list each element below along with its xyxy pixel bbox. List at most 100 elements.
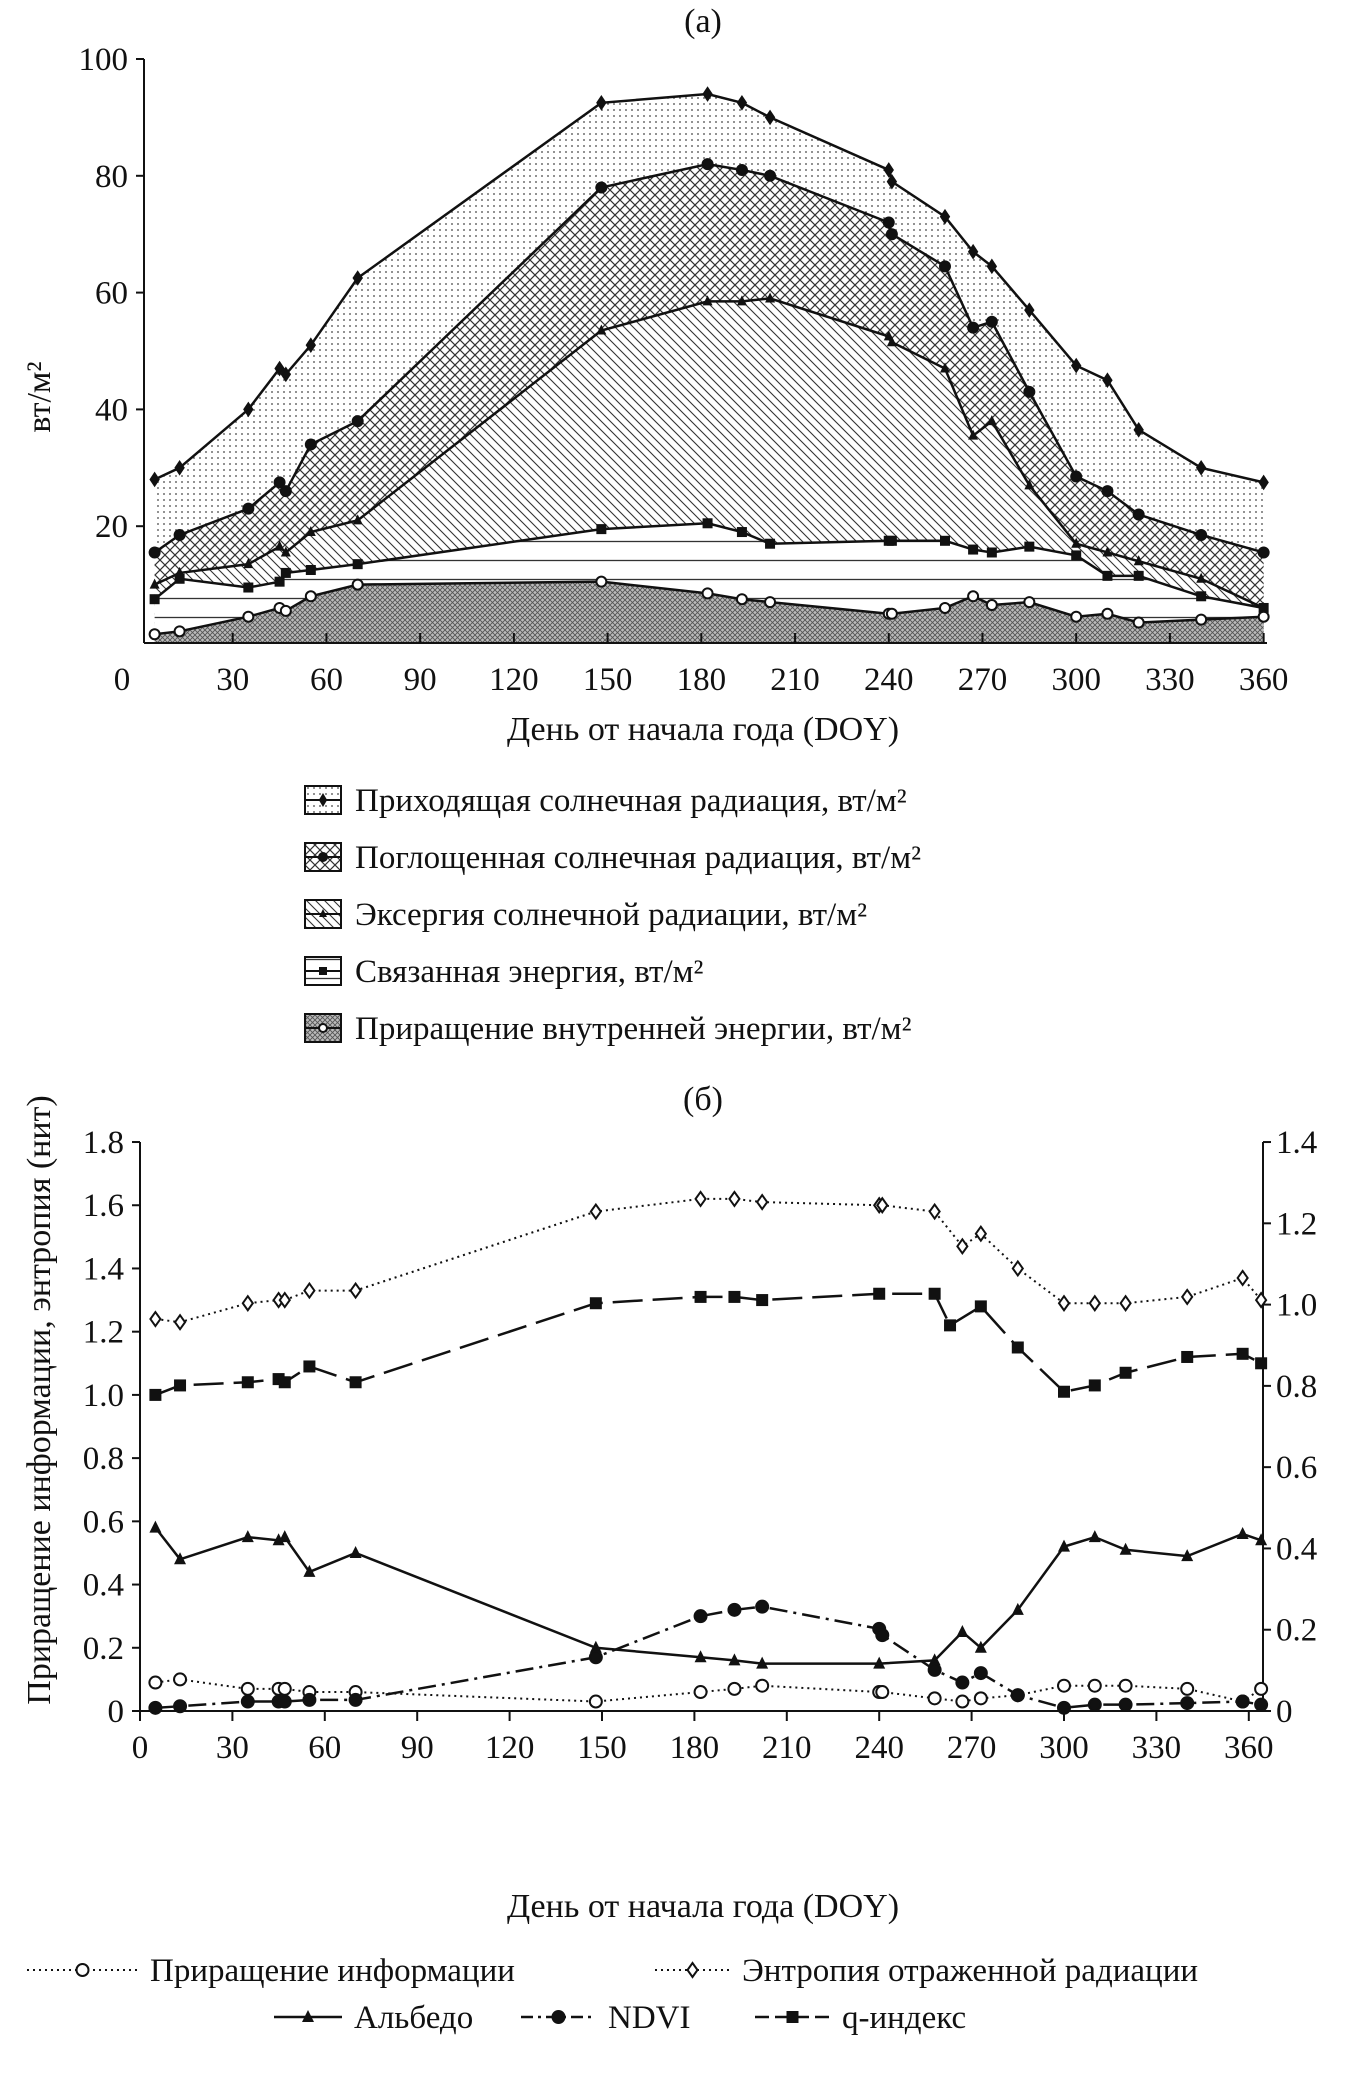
point-circle	[985, 315, 998, 328]
legend-label: Приращение внутренней энергии, вт/м²	[355, 1011, 912, 1047]
point-circle	[242, 502, 255, 515]
point-open-diamond	[149, 1310, 162, 1328]
point-open-diamond	[1180, 1288, 1194, 1306]
y-tick-label-right: 0	[1276, 1694, 1293, 1730]
point-open-circle	[595, 575, 608, 588]
legend-label: Альбедо	[354, 2000, 473, 2036]
point-triangle	[928, 1653, 941, 1666]
point-open-circle	[1057, 1678, 1071, 1693]
point-circle	[735, 163, 748, 176]
point-open-diamond	[173, 1313, 187, 1331]
point-open-circle	[764, 596, 777, 609]
x-tick-label: 180	[677, 662, 727, 698]
x-tick-label: 210	[762, 1730, 812, 1766]
point-open-circle	[240, 1681, 255, 1696]
x-tick-label: 180	[670, 1730, 720, 1766]
point-triangle	[274, 540, 285, 551]
point-circle	[1057, 1700, 1071, 1715]
point-circle	[173, 1699, 188, 1714]
point-circle	[279, 485, 292, 498]
point-square	[765, 538, 776, 549]
point-circle	[588, 1650, 603, 1665]
point-triangle	[765, 292, 776, 303]
point-diamond	[280, 366, 292, 383]
point-triangle	[278, 1530, 291, 1543]
point-open-diamond	[241, 1294, 255, 1312]
x-tick-label: 0	[132, 1730, 149, 1766]
point-square	[974, 1300, 987, 1313]
point-square	[352, 559, 363, 570]
point-circle	[148, 1700, 163, 1715]
y-tick-label-left: 1.4	[83, 1251, 124, 1287]
point-square	[174, 573, 185, 584]
legend-label: Эксергия солнечной радиации, вт/м²	[355, 897, 867, 933]
point-open-diamond	[589, 1202, 603, 1221]
point-diamond	[736, 94, 748, 111]
point-open-circle	[735, 593, 748, 606]
x-tick-label: 330	[1132, 1730, 1182, 1766]
point-triangle	[596, 324, 607, 335]
point-circle	[148, 546, 161, 559]
point-triangle	[352, 514, 363, 525]
point-open-circle	[938, 601, 951, 614]
x-tick-label: 150	[583, 662, 633, 698]
point-circle	[967, 321, 980, 334]
point-triangle	[149, 1520, 162, 1533]
point-circle	[701, 158, 714, 171]
y-tick-label-left: 0.8	[83, 1441, 124, 1477]
panel-b-axes: 0 0.2 0.4 0.6 0.8 1.0 1.2 1.4 1.6 1.8 0 0.2 0.4 0.6 0.…	[83, 1125, 1318, 1766]
point-triangle	[272, 1533, 285, 1546]
point-square	[174, 1379, 187, 1392]
point-square	[149, 1388, 162, 1401]
point-open-circle	[927, 1691, 942, 1706]
point-square	[303, 1360, 316, 1373]
point-circle	[348, 1692, 363, 1707]
point-open-circle	[875, 1685, 890, 1700]
x-tick-label: 240	[854, 1730, 904, 1766]
point-diamond	[274, 360, 285, 377]
legend-marker-square	[319, 967, 327, 975]
point-diamond	[1102, 372, 1113, 389]
y-tick-label-left: 0	[108, 1694, 125, 1730]
x-tick-label: 30	[216, 662, 249, 698]
point-square	[1196, 591, 1207, 602]
point-diamond	[939, 208, 951, 225]
x-tick-label: 0	[114, 662, 131, 698]
point-open-circle	[304, 590, 317, 603]
panel-b-lines	[148, 1190, 1269, 1715]
point-circle	[1132, 508, 1145, 521]
point-open-diamond	[956, 1237, 969, 1256]
point-triangle	[243, 558, 254, 569]
point-diamond	[305, 337, 317, 353]
point-open-circle	[242, 610, 255, 623]
point-triangle	[939, 362, 950, 373]
x-tick-label: 300	[1051, 662, 1101, 698]
point-open-circle	[967, 590, 980, 603]
point-triangle	[756, 1656, 769, 1669]
x-tick-label: 120	[489, 662, 539, 698]
point-circle	[955, 1675, 970, 1690]
point-triangle	[1088, 1530, 1101, 1543]
x-tick-label: 300	[1039, 1730, 1089, 1766]
legend-marker-square	[786, 2011, 799, 2023]
point-triangle	[1071, 537, 1082, 548]
legend-marker-circle	[318, 852, 328, 862]
point-open-circle	[1070, 610, 1083, 623]
point-triangle	[728, 1653, 741, 1666]
point-square	[928, 1287, 941, 1300]
legend-label: Приходящая солнечная радиация, вт/м²	[355, 783, 907, 819]
point-circle	[1070, 470, 1083, 483]
legend-label: q-индекс	[842, 2000, 966, 2036]
point-triangle	[280, 546, 291, 557]
point-square	[1181, 1350, 1194, 1363]
point-circle	[885, 228, 898, 241]
point-circle	[727, 1602, 742, 1617]
y-tick-label-left: 1.8	[83, 1125, 124, 1161]
point-circle	[1023, 385, 1036, 398]
y-tick-label-right: 0.4	[1276, 1531, 1317, 1567]
point-diamond	[764, 109, 776, 126]
point-open-circle	[148, 628, 161, 641]
point-open-circle	[1023, 596, 1036, 609]
point-circle	[755, 1599, 770, 1614]
point-square	[968, 544, 979, 555]
